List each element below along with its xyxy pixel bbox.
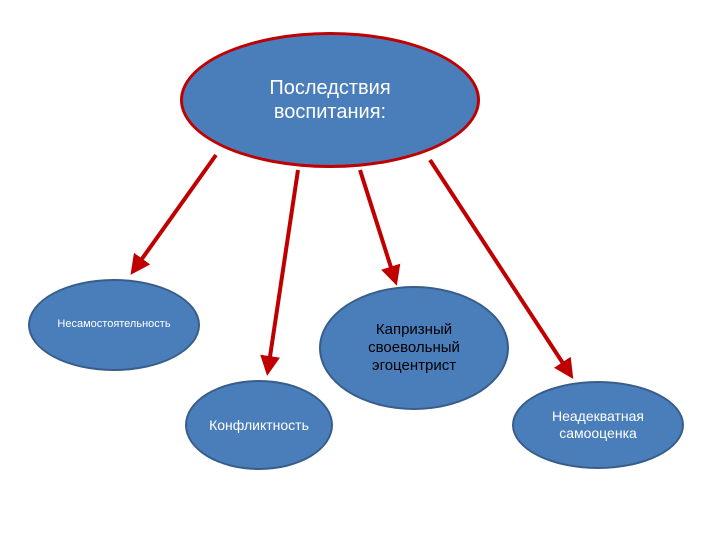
edge [268,170,298,370]
edge [360,170,395,280]
node-n2: Конфликтность [185,380,333,470]
node-n4: Неадекватная самооценка [512,381,684,469]
node-label: Неадекватная самооценка [514,408,682,442]
node-label: Несамостоятельность [49,318,178,331]
node-n3: Капризный своевольный эгоцентрист [319,286,509,410]
node-root: Последствия воспитания: [180,32,480,168]
edge [134,155,216,270]
node-n1: Несамостоятельность [28,279,200,371]
node-label: Последствия воспитания: [261,76,398,124]
node-label: Капризный своевольный эгоцентрист [321,321,507,375]
node-label: Конфликтность [201,417,317,434]
